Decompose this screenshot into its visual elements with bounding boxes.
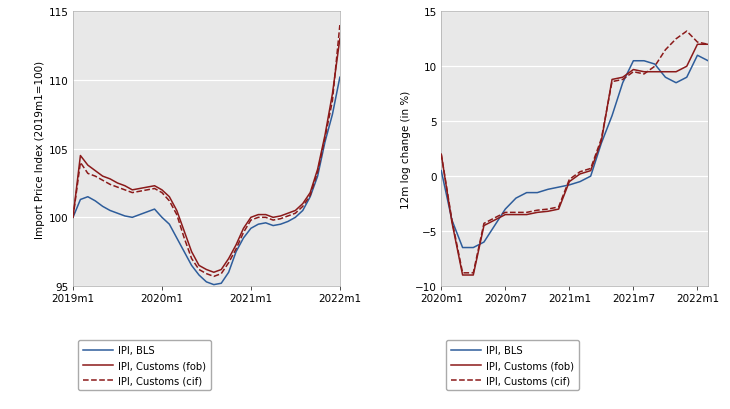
Y-axis label: 12m log change (in %): 12m log change (in %) xyxy=(401,90,411,208)
Legend: IPI, BLS, IPI, Customs (fob), IPI, Customs (cif): IPI, BLS, IPI, Customs (fob), IPI, Custo… xyxy=(446,341,579,391)
Y-axis label: Import Price Index (2019m1=100): Import Price Index (2019m1=100) xyxy=(35,61,45,238)
Legend: IPI, BLS, IPI, Customs (fob), IPI, Customs (cif): IPI, BLS, IPI, Customs (fob), IPI, Custo… xyxy=(78,341,211,391)
